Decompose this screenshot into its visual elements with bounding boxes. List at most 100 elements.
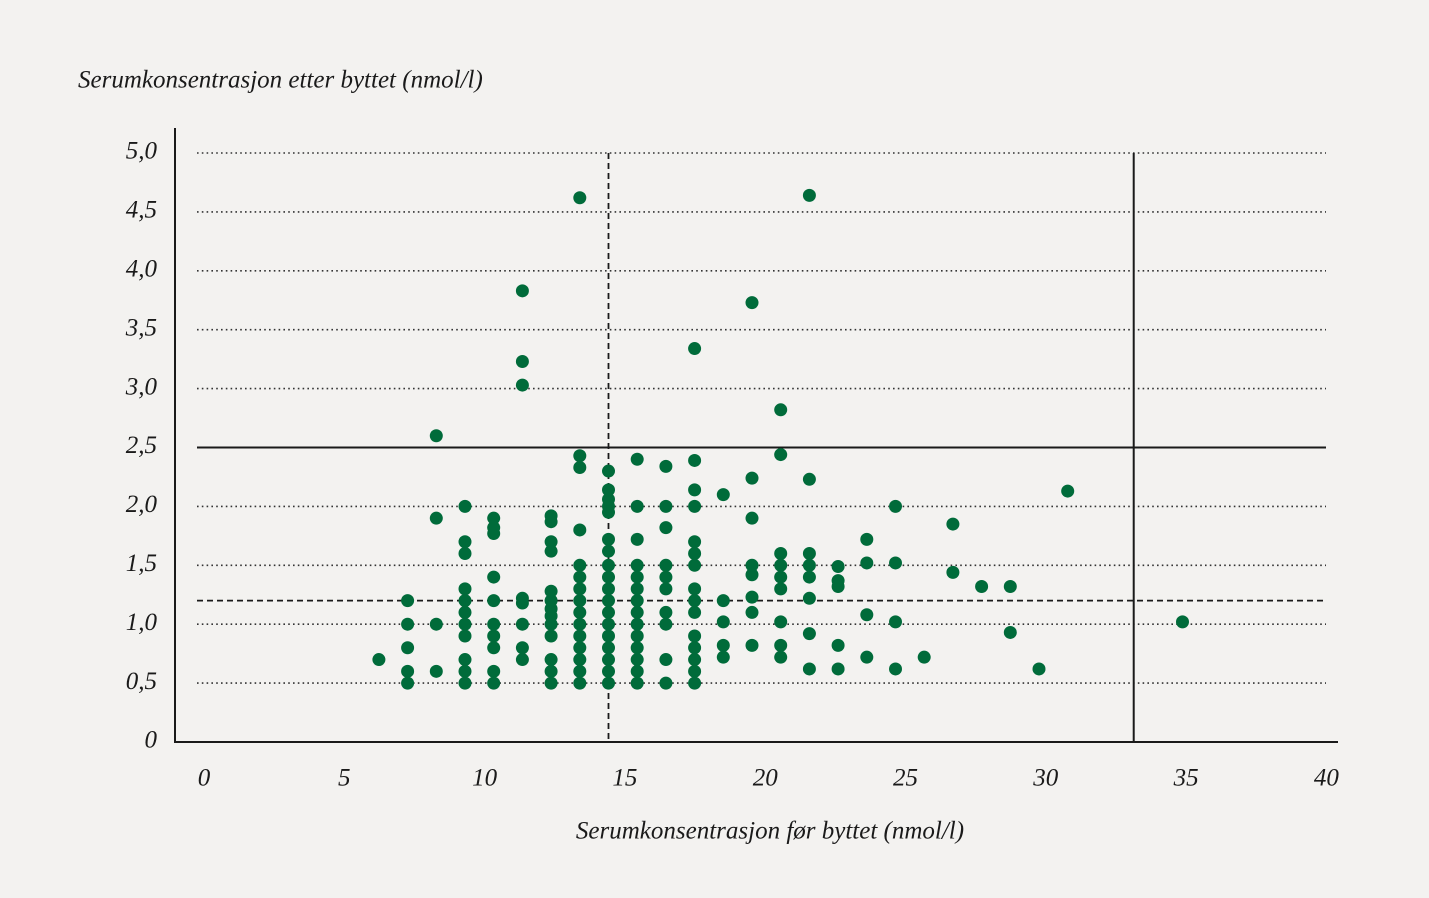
point (487, 617, 501, 631)
point (573, 594, 587, 608)
point (573, 617, 587, 631)
point (688, 499, 702, 513)
point (458, 499, 472, 513)
x-tick-label: 15 (612, 765, 637, 792)
point (630, 570, 644, 584)
point (831, 638, 845, 652)
point (429, 429, 443, 443)
point (602, 629, 615, 643)
point (802, 558, 816, 572)
point (1061, 484, 1075, 498)
point (860, 532, 874, 546)
point (630, 452, 644, 466)
point (602, 570, 615, 584)
point (774, 403, 788, 417)
point (716, 488, 730, 502)
point (630, 558, 644, 572)
point (630, 594, 644, 608)
point (860, 608, 874, 622)
point (602, 641, 615, 655)
point (630, 532, 644, 546)
point (688, 664, 702, 678)
point (487, 594, 501, 608)
point (602, 544, 615, 558)
y-tick-label: 0 (145, 727, 158, 754)
point (401, 676, 415, 690)
point (573, 558, 587, 572)
point (688, 535, 702, 549)
point (573, 570, 587, 584)
point (544, 594, 558, 608)
point (917, 650, 931, 664)
point (831, 574, 845, 588)
point (487, 641, 501, 655)
point (573, 653, 587, 667)
point (630, 605, 644, 619)
point (602, 532, 615, 546)
x-tick-label: 5 (338, 765, 351, 792)
point (802, 627, 816, 641)
point (1176, 615, 1189, 629)
point (602, 464, 615, 478)
point (688, 676, 702, 690)
point (602, 617, 615, 631)
point (458, 605, 472, 619)
point (602, 676, 615, 690)
point (659, 570, 673, 584)
point (716, 594, 730, 608)
point (429, 664, 443, 678)
point (487, 511, 501, 525)
x-tick-label: 10 (472, 765, 498, 792)
x-axis-label: Serumkonsentrasjon før byttet (nmol/l) (576, 818, 964, 845)
x-tick-label: 0 (198, 765, 211, 792)
point (429, 617, 443, 631)
point (401, 641, 415, 655)
point (688, 547, 702, 561)
point (745, 511, 759, 525)
point (688, 629, 702, 643)
point (487, 521, 501, 535)
point (802, 472, 816, 486)
x-tick-label: 35 (1173, 765, 1199, 792)
point (544, 584, 558, 598)
point (688, 605, 702, 619)
point (602, 483, 615, 497)
point (716, 650, 730, 664)
point (946, 517, 960, 531)
point (774, 615, 788, 629)
point (544, 664, 558, 678)
point (515, 617, 529, 631)
y-tick-label: 4,5 (126, 197, 157, 224)
point (659, 676, 673, 690)
point (401, 664, 415, 678)
x-tick-label: 20 (753, 765, 779, 792)
point (774, 638, 788, 652)
point (372, 653, 386, 667)
y-tick-label: 1,0 (126, 609, 158, 636)
y-tick-label: 2,5 (126, 432, 157, 459)
point (688, 483, 702, 497)
point (889, 615, 902, 629)
point (602, 594, 615, 608)
point (630, 617, 644, 631)
point (630, 653, 644, 667)
point (544, 544, 558, 558)
point (774, 448, 788, 462)
point (573, 664, 587, 678)
x-tick-label: 30 (1032, 765, 1059, 792)
point (573, 641, 587, 655)
point (515, 653, 529, 667)
point (515, 355, 529, 369)
point (860, 650, 874, 664)
y-tick-label: 5,0 (126, 138, 158, 165)
y-tick-label: 3,0 (125, 373, 158, 400)
point (860, 556, 874, 570)
point (515, 284, 529, 298)
point (745, 296, 759, 310)
point (745, 558, 759, 572)
point (659, 521, 673, 535)
point (573, 523, 587, 537)
point (602, 558, 615, 572)
point (745, 568, 759, 582)
